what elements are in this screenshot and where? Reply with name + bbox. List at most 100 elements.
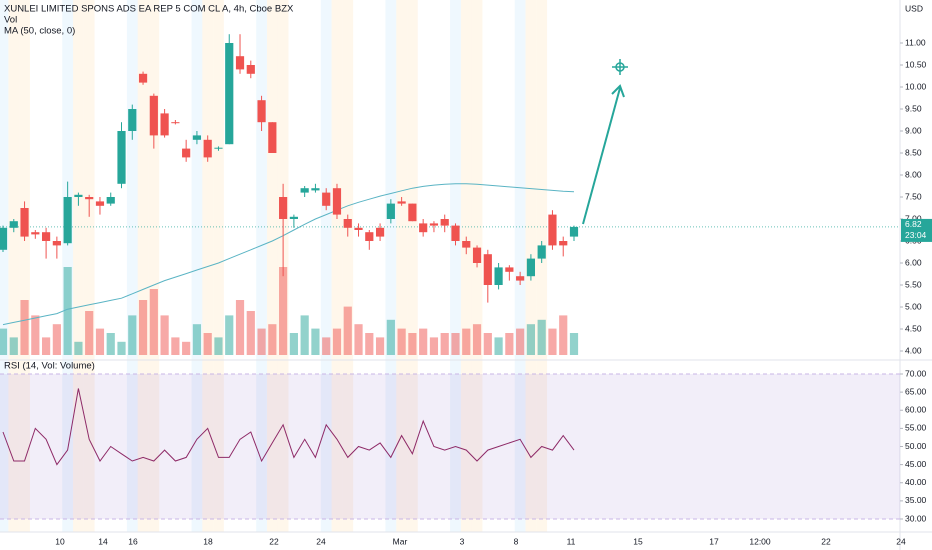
time-tick-label: Mar bbox=[393, 536, 408, 546]
candle-body bbox=[214, 147, 223, 149]
volume-bar bbox=[268, 324, 277, 355]
rsi-tick-label: 40.00 bbox=[905, 477, 927, 487]
volume-bar bbox=[516, 328, 525, 355]
volume-bar bbox=[343, 306, 352, 355]
candle-body bbox=[74, 194, 83, 197]
candle-body bbox=[268, 122, 277, 153]
time-tick-label: 8 bbox=[514, 536, 519, 546]
candle-body bbox=[462, 241, 471, 248]
volume-bar bbox=[451, 333, 460, 355]
candle-body bbox=[203, 139, 212, 158]
time-tick-label: 3 bbox=[460, 536, 465, 546]
price-tick-label: 4.50 bbox=[905, 323, 922, 333]
session-band bbox=[148, 0, 160, 532]
candle-body bbox=[429, 223, 439, 226]
candle-body bbox=[419, 223, 428, 233]
volume-bar bbox=[494, 337, 503, 355]
rsi-line bbox=[2, 388, 575, 466]
price-tick-label: 5.00 bbox=[905, 301, 922, 311]
session-band bbox=[137, 0, 149, 532]
volume-bar bbox=[365, 333, 374, 355]
volume-bar bbox=[559, 315, 568, 355]
volume-bar bbox=[300, 315, 309, 355]
candle-body bbox=[42, 232, 51, 241]
candle-body bbox=[343, 219, 352, 228]
price-tick-label: 10.00 bbox=[905, 81, 927, 91]
candle-body bbox=[440, 219, 449, 226]
rsi-tick-label: 65.00 bbox=[905, 386, 927, 396]
volume-bar bbox=[171, 337, 180, 355]
volume-bar bbox=[235, 300, 245, 355]
volume-bar bbox=[397, 328, 406, 355]
price-tick-label: 9.50 bbox=[905, 103, 922, 113]
time-tick-label: 18 bbox=[203, 536, 213, 546]
volume-bar bbox=[462, 328, 471, 355]
candle-body bbox=[9, 221, 18, 228]
volume-bar bbox=[279, 267, 288, 355]
volume-bar bbox=[214, 337, 223, 355]
session-band bbox=[266, 0, 278, 532]
time-tick-label: 15 bbox=[633, 536, 643, 546]
volume-label: Vol bbox=[4, 15, 17, 26]
time-tick-label: 16 bbox=[128, 536, 138, 546]
volume-bar bbox=[9, 337, 18, 355]
price-tick-label: 8.50 bbox=[905, 147, 922, 157]
volume-bar bbox=[505, 333, 514, 355]
chart-title: XUNLEI LIMITED SPONS ADS EA REP 5 COM CL… bbox=[4, 4, 294, 15]
candle-body bbox=[20, 208, 29, 237]
volume-bar bbox=[85, 311, 94, 355]
volume-bar bbox=[42, 337, 51, 355]
volume-bar bbox=[20, 300, 29, 355]
session-band bbox=[8, 0, 20, 532]
price-tick-label: 4.00 bbox=[905, 345, 922, 355]
rsi-tick-label: 35.00 bbox=[905, 495, 927, 505]
volume-bar bbox=[95, 328, 105, 355]
volume-bar bbox=[203, 333, 212, 355]
candle-body bbox=[386, 203, 395, 219]
last-price-label: 6.82 bbox=[905, 219, 922, 229]
time-tick-label: 14 bbox=[98, 536, 108, 546]
candle-body bbox=[0, 227, 8, 250]
session-band bbox=[396, 0, 408, 532]
candle-body bbox=[516, 276, 525, 281]
candle-body bbox=[483, 254, 492, 285]
rsi-tick-label: 30.00 bbox=[905, 513, 927, 523]
candle-body bbox=[31, 232, 40, 235]
session-band bbox=[331, 0, 343, 532]
volume-bar bbox=[548, 328, 557, 355]
volume-bar bbox=[322, 337, 331, 355]
candle-body bbox=[494, 267, 503, 285]
volume-bar bbox=[526, 324, 535, 355]
time-tick-label: 24 bbox=[896, 536, 906, 546]
time-tick-label: 24 bbox=[316, 536, 326, 546]
time-tick-label: 22 bbox=[821, 536, 831, 546]
ma-line bbox=[2, 183, 575, 326]
session-band bbox=[126, 0, 138, 532]
candle-body bbox=[171, 122, 180, 124]
candle-body bbox=[397, 201, 406, 204]
drawing-arrow[interactable] bbox=[582, 87, 621, 225]
rsi-tick-label: 45.00 bbox=[905, 459, 927, 469]
candle-body bbox=[192, 135, 202, 140]
price-tick-label: 8.00 bbox=[905, 169, 922, 179]
candle-body bbox=[332, 188, 342, 215]
currency-label: USD bbox=[905, 3, 923, 13]
rsi-tick-label: 50.00 bbox=[905, 441, 927, 451]
session-band bbox=[407, 0, 418, 532]
volume-bar bbox=[0, 328, 8, 355]
candle-body bbox=[537, 245, 546, 259]
session-band bbox=[536, 0, 548, 532]
rsi-tick-label: 55.00 bbox=[905, 423, 927, 433]
volume-bar bbox=[160, 315, 169, 355]
countdown-label: 23:04 bbox=[905, 230, 927, 240]
volume-bar bbox=[386, 319, 395, 355]
rsi-title: RSI (14, Vol: Volume) bbox=[4, 361, 95, 372]
rsi-band bbox=[0, 374, 900, 519]
candle-body bbox=[354, 227, 363, 230]
volume-bar bbox=[149, 289, 158, 355]
candle-body bbox=[322, 192, 331, 206]
candle-body bbox=[138, 73, 148, 83]
target-icon[interactable] bbox=[612, 59, 628, 75]
volume-bar bbox=[52, 324, 61, 355]
